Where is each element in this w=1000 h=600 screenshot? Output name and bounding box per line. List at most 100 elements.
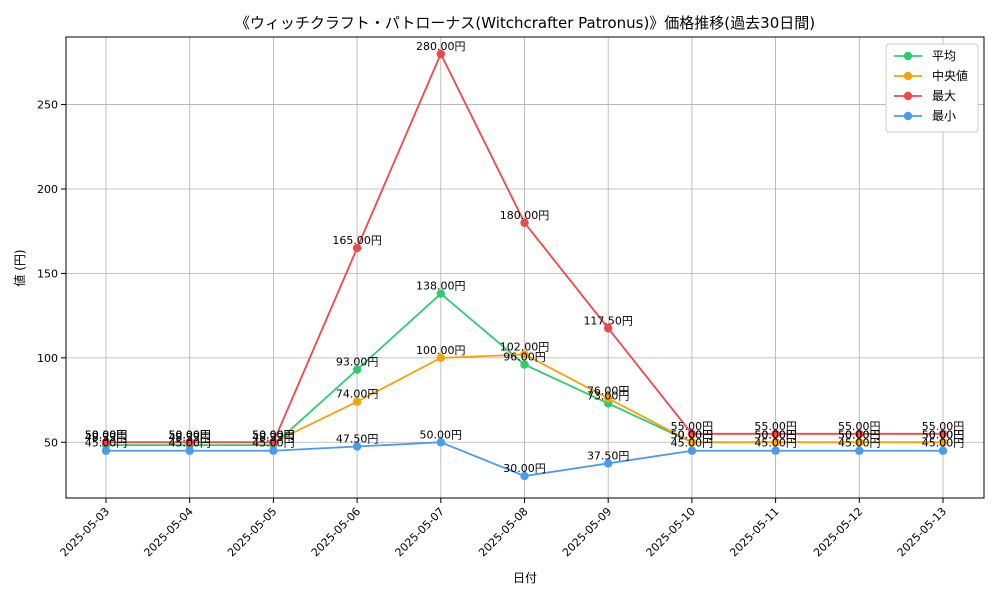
data-label: 45.00円: [922, 437, 965, 450]
data-label: 96.00円: [503, 351, 546, 364]
series-layer: [101, 49, 948, 481]
data-point: [520, 360, 529, 369]
x-tick-label: 2025-05-05: [225, 505, 279, 559]
legend-swatch-marker: [903, 91, 913, 101]
data-label: 93.00円: [336, 356, 379, 369]
data-label: 76.00円: [587, 384, 630, 397]
data-point: [771, 446, 780, 455]
data-point: [101, 446, 111, 455]
data-label: 165.00円: [332, 234, 382, 247]
data-label: 48.33円: [168, 431, 211, 444]
data-point: [352, 397, 362, 406]
data-point: [269, 438, 278, 447]
x-tick-label: 2025-05-11: [727, 505, 781, 559]
x-axis-label: 日付: [513, 571, 537, 585]
data-label: 280.00円: [416, 40, 466, 53]
data-label: 50.00円: [754, 428, 797, 441]
data-label: 55.00円: [922, 420, 965, 433]
data-point: [938, 446, 948, 455]
data-point: [687, 446, 697, 455]
x-tick-label: 2025-05-09: [560, 505, 614, 559]
data-label: 74.00円: [336, 388, 379, 401]
data-label: 45.00円: [838, 437, 881, 450]
data-point: [938, 438, 948, 447]
x-tick-label: 2025-05-12: [811, 505, 865, 559]
data-point: [436, 289, 445, 298]
data-point: [855, 446, 864, 455]
data-point: [185, 446, 194, 455]
data-point: [436, 353, 445, 363]
data-point: [938, 429, 948, 439]
x-tick-label: 2025-05-13: [895, 505, 949, 559]
data-label: 50.00円: [168, 428, 211, 441]
x-tick-label: 2025-05-03: [58, 505, 112, 559]
data-label: 45.00円: [252, 437, 295, 450]
data-point: [604, 324, 613, 333]
legend-label: 中央値: [932, 68, 968, 83]
data-point: [352, 365, 362, 374]
data-point: [855, 438, 864, 447]
data-label: 55.00円: [754, 420, 797, 433]
data-label: 50.00円: [168, 428, 211, 441]
series-3: [101, 438, 948, 481]
data-point: [520, 218, 529, 227]
data-point: [185, 438, 194, 447]
data-point: [855, 429, 864, 439]
x-tick-label: 2025-05-08: [476, 505, 530, 559]
data-point: [101, 438, 111, 447]
x-tick-label: 2025-05-10: [644, 505, 698, 559]
y-tick-label: 250: [37, 99, 58, 112]
data-label: 50.00円: [85, 428, 128, 441]
y-tick-label: 150: [37, 267, 58, 280]
legend-swatch-marker: [903, 111, 913, 121]
x-tick-label: 2025-05-07: [393, 505, 447, 559]
x-tick-label: 2025-05-04: [141, 505, 195, 559]
data-point: [604, 394, 613, 403]
x-axis-ticks: 2025-05-03 2025-05-04 2025-05-05 2025-05-06…: [58, 498, 949, 559]
data-label: 138.00円: [416, 280, 466, 293]
data-point: [352, 442, 362, 451]
data-label: 73.00円: [587, 389, 630, 402]
data-point: [687, 429, 697, 439]
data-label: 50.00円: [252, 428, 295, 441]
y-axis-label: 値 (円): [12, 249, 27, 286]
data-label: 50.00円: [754, 428, 797, 441]
data-point: [352, 243, 362, 253]
data-point: [269, 446, 278, 455]
data-label: 180.00円: [500, 209, 550, 222]
data-label: 50.00円: [671, 428, 714, 441]
data-point: [604, 459, 613, 468]
data-label: 30.00円: [503, 462, 546, 475]
legend-label: 最小: [932, 109, 956, 123]
data-label: 50.00円: [252, 428, 295, 441]
legend-swatch-marker: [903, 71, 913, 81]
data-label: 102.00円: [500, 340, 550, 353]
y-tick-label: 200: [37, 183, 58, 196]
x-tick-label: 2025-05-06: [309, 505, 363, 559]
data-point: [687, 438, 697, 447]
data-label: 45.00円: [671, 437, 714, 450]
data-label: 45.00円: [754, 437, 797, 450]
data-label: 48.33円: [252, 431, 295, 444]
data-point: [436, 438, 445, 447]
chart-title: 《ウィッチクラフト・パトローナス(Witchcrafter Patronus)》…: [235, 14, 815, 32]
data-label: 47.50円: [336, 432, 379, 445]
data-point: [520, 350, 529, 359]
y-tick-label: 100: [37, 352, 58, 365]
data-label: 50.00円: [838, 428, 881, 441]
data-label: 50.00円: [420, 428, 463, 441]
data-label: 117.50円: [583, 314, 633, 327]
legend-box: [885, 43, 979, 133]
data-label: 55.00円: [838, 420, 881, 433]
data-label: 50.00円: [85, 428, 128, 441]
data-label: 50.00円: [838, 428, 881, 441]
data-label: 55.00円: [671, 420, 714, 433]
y-tick-label: 50: [44, 436, 58, 449]
data-point: [771, 438, 780, 447]
data-label: 50.00円: [922, 428, 965, 441]
legend-label: 最大: [932, 89, 956, 103]
data-label: 45.00円: [85, 437, 128, 450]
legend-label: 平均: [932, 49, 956, 63]
